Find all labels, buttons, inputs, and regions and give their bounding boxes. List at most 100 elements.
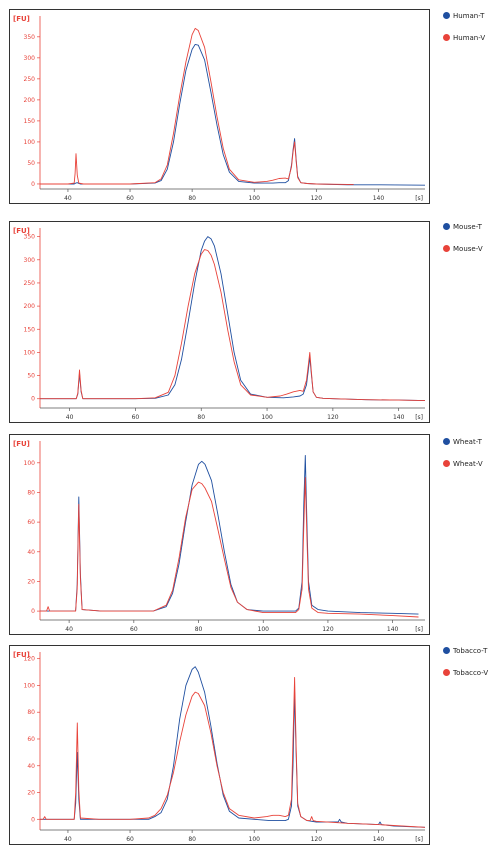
legend-item: Wheat-T [443,437,500,459]
y-unit-label: [FU] [13,15,30,23]
y-tick-label: 60 [27,736,35,743]
series-line-t [40,666,426,828]
x-unit-label: [s] [415,626,423,633]
chart-4: [FU] 0 20 40 60 80 100 120 40 60 80 100 120 140 [s] [13,651,426,843]
legend-label: Mouse-V [453,245,483,253]
y-tick-label: 40 [27,549,35,556]
legend-label: Human-T [453,12,485,20]
x-tick-label: 100 [249,836,261,843]
y-tick-label: 150 [24,326,36,333]
x-tick-label: 140 [393,414,405,421]
legend-2: Mouse-T Mouse-V [443,222,500,266]
legend-label: Mouse-T [453,223,482,231]
series-line-t [40,43,426,186]
x-tick-label: 80 [195,626,203,633]
y-tick-label: 350 [24,34,36,41]
legend-dot-icon [443,34,450,41]
y-tick-label: 0 [31,608,35,615]
y-tick-label: 50 [27,373,35,380]
series-line-v [40,249,426,402]
legend-item: Mouse-T [443,222,500,244]
chart-3: [FU] 0 20 40 60 80 100 40 60 80 100 120 140 [s] [13,440,425,633]
legend-3: Wheat-T Wheat-V [443,437,500,481]
legend-dot-icon [443,460,450,467]
x-tick-label: 60 [132,414,140,421]
y-tick-label: 120 [24,656,36,663]
y-tick-label: 200 [24,97,36,104]
x-tick-label: 100 [261,414,273,421]
x-tick-label: 40 [66,414,74,421]
legend-label: Human-V [453,34,486,42]
x-tick-label: 80 [188,195,196,202]
y-tick-label: 20 [27,578,35,585]
y-tick-label: 300 [24,55,36,62]
x-tick-label: 40 [65,626,73,633]
x-tick-label: 100 [258,626,270,633]
y-tick-label: 200 [24,303,36,310]
y-tick-label: 100 [24,139,36,146]
y-unit-label: [FU] [13,440,30,448]
x-tick-label: 60 [130,626,138,633]
x-tick-label: 120 [311,836,323,843]
y-tick-label: 150 [24,118,36,125]
x-tick-label: 80 [188,836,196,843]
x-tick-label: 80 [197,414,205,421]
legend-dot-icon [443,669,450,676]
x-tick-label: 120 [327,414,339,421]
x-tick-label: 60 [126,195,134,202]
series-line-v [40,477,419,618]
x-tick-label: 140 [373,836,385,843]
series-line-t [40,236,426,402]
legend-dot-icon [443,223,450,230]
legend-item: Tobacco-V [443,668,500,690]
x-tick-label: 140 [387,626,399,633]
series-line-v [40,676,426,828]
y-tick-label: 100 [24,460,36,467]
x-tick-label: 140 [373,195,385,202]
legend-item: Human-V [443,33,500,55]
legend-label: Tobacco-V [453,669,489,677]
chart-panel-1: [FU] 0 50 100 150 200 250 300 350 40 60 80 100 120 140… [9,9,430,204]
legend-4: Tobacco-T Tobacco-V [443,646,500,690]
y-tick-label: 350 [24,234,36,241]
x-tick-label: 120 [322,626,334,633]
chart-1: [FU] 0 50 100 150 200 250 300 350 40 60 80 100 120 140… [13,15,426,202]
y-tick-label: 80 [27,709,35,716]
legend-item: Tobacco-T [443,646,500,668]
legend-item: Wheat-V [443,459,500,481]
x-tick-label: 60 [126,836,134,843]
y-tick-label: 250 [24,280,36,287]
legend-dot-icon [443,438,450,445]
x-unit-label: [s] [415,414,423,421]
y-tick-label: 300 [24,257,36,264]
y-tick-label: 100 [24,682,36,689]
y-tick-label: 50 [27,160,35,167]
legend-dot-icon [443,245,450,252]
y-tick-label: 20 [27,790,35,797]
legend-dot-icon [443,647,450,654]
y-tick-label: 0 [31,396,35,403]
y-tick-label: 250 [24,76,36,83]
y-tick-label: 60 [27,519,35,526]
chart-2: [FU] 0 50 100 150 200 250 300 350 40 60 80 100 120 140… [13,227,426,421]
x-tick-label: 120 [311,195,323,202]
x-unit-label: [s] [415,195,423,202]
legend-item: Mouse-V [443,244,500,266]
chart-panel-2: [FU] 0 50 100 150 200 250 300 350 40 60 80 100 120 140… [9,221,430,423]
chart-panel-3: [FU] 0 20 40 60 80 100 40 60 80 100 120 140 [s] [9,434,430,635]
legend-item: Human-T [443,11,500,33]
y-tick-label: 80 [27,489,35,496]
legend-dot-icon [443,12,450,19]
series-line-t [40,454,419,615]
legend-label: Tobacco-T [453,647,488,655]
y-tick-label: 40 [27,763,35,770]
x-tick-label: 100 [249,195,261,202]
chart-panel-4: [FU] 0 20 40 60 80 100 120 40 60 80 100 120 140 [s] [9,645,430,845]
legend-label: Wheat-V [453,460,483,468]
legend-label: Wheat-T [453,438,482,446]
y-tick-label: 100 [24,349,36,356]
x-unit-label: [s] [415,836,423,843]
y-tick-label: 0 [31,181,35,188]
series-line-v [40,27,354,185]
legend-1: Human-T Human-V [443,11,500,55]
